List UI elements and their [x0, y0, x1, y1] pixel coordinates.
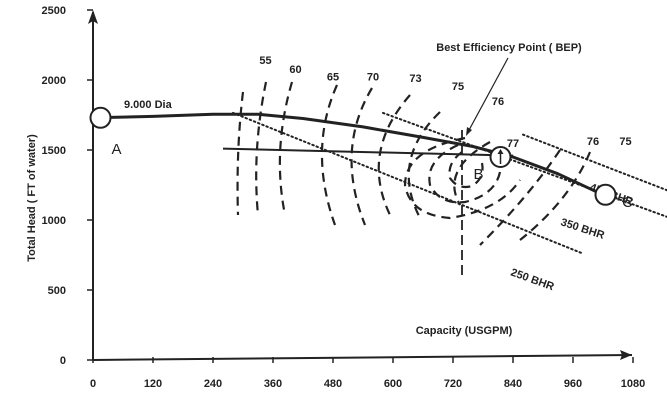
- efficiency-label: 70: [367, 72, 379, 84]
- y-axis-label: Total Head ( FT of water): [26, 134, 38, 262]
- x-tick-label: 600: [384, 378, 402, 390]
- efficiency-contour: [278, 81, 294, 216]
- bep-pointer-line: [467, 57, 509, 133]
- efficiency-contour: [377, 94, 411, 216]
- y-tick-label: 1000: [42, 215, 66, 227]
- efficiency-contour: [320, 84, 339, 226]
- efficiency-label: 77: [507, 138, 519, 150]
- x-axis-label: Capacity (USGPM): [416, 325, 513, 337]
- power-line-2: [382, 111, 667, 218]
- efficiency-contour: [236, 91, 245, 216]
- x-tick-label: 720: [444, 378, 462, 390]
- operating-point-label: B: [473, 166, 483, 183]
- efficiency-label: 73: [409, 73, 421, 85]
- x-axis-arrow: [620, 350, 632, 360]
- efficiency-contour: [350, 87, 373, 226]
- efficiency-label: 75: [619, 136, 631, 148]
- bep-annotation: Best Efficiency Point ( BEP): [436, 42, 582, 54]
- y-tick-label: 1500: [42, 145, 66, 157]
- x-tick-label: 0: [90, 378, 96, 390]
- pump-curve-line: [92, 112, 604, 197]
- operating-point-a: [89, 106, 112, 129]
- y-tick-label: 2000: [42, 75, 66, 87]
- efficiency-contour: [403, 136, 521, 220]
- y-tick-label: 2500: [42, 5, 66, 17]
- efficiency-contour: [479, 149, 561, 246]
- efficiency-label: 55: [259, 55, 271, 67]
- x-tick-label: 120: [144, 378, 162, 390]
- efficiency-label: 75: [452, 81, 464, 93]
- efficiency-label: 60: [289, 64, 301, 76]
- x-tick-label: 360: [264, 378, 282, 390]
- y-tick-label: 500: [48, 285, 66, 297]
- x-tick-label: 840: [504, 378, 522, 390]
- system-curve-line: [222, 147, 514, 157]
- efficiency-contour: [519, 151, 592, 241]
- efficiency-contour: [448, 151, 484, 189]
- y-axis-arrow: [88, 10, 98, 24]
- x-tick-label: 1080: [621, 378, 645, 390]
- impeller-diameter-label: 9.000 Dia: [124, 99, 173, 111]
- x-tick-label: 960: [564, 378, 582, 390]
- efficiency-label: 76: [587, 136, 599, 148]
- power-line-label: 350 BHR: [559, 216, 606, 241]
- x-tick-label: 480: [324, 378, 342, 390]
- x-tick-label: 240: [204, 378, 222, 390]
- power-line-1: [522, 133, 667, 192]
- bep-marker-arrowhead: [497, 149, 504, 154]
- bep-pointer-arrowhead: [466, 127, 472, 136]
- operating-point-c: [594, 183, 617, 206]
- efficiency-label: 76: [492, 96, 504, 108]
- efficiency-contour: [453, 141, 491, 206]
- efficiency-label: 65: [327, 72, 339, 84]
- operating-point-label: C: [622, 194, 633, 211]
- efficiency-contour: [428, 143, 502, 204]
- power-line-3: [232, 111, 584, 255]
- power-line-label: 250 BHR: [509, 267, 556, 294]
- operating-point-label: A: [111, 141, 121, 158]
- x-axis-line: [92, 354, 633, 361]
- axes: 0 500 1000 1500 2000 2500 0 120 240 360 480 600 720 8…: [42, 5, 646, 390]
- y-tick-label: 0: [60, 355, 66, 367]
